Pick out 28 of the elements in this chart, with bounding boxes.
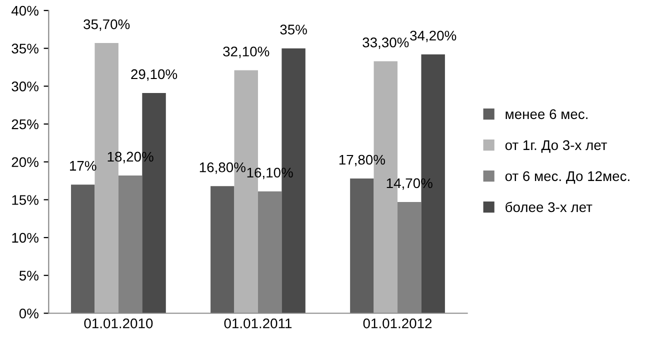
y-tick-label: 25% xyxy=(12,119,38,130)
data-label: 35,70% xyxy=(84,19,130,31)
y-tick-label: 30% xyxy=(12,82,38,92)
legend-label: более 3-х лет xyxy=(506,202,592,212)
bar xyxy=(210,186,234,314)
x-tick-label: 01.01.2011 xyxy=(224,318,292,328)
data-label: 33,30% xyxy=(362,38,409,49)
y-tick-label: 0% xyxy=(19,308,38,318)
legend-label: от 1г. До 3-х лет xyxy=(505,140,608,153)
data-label: 34,20% xyxy=(410,30,456,42)
y-tick-label: 35% xyxy=(12,44,38,54)
data-label: 35% xyxy=(280,24,307,34)
bar xyxy=(71,184,95,314)
y-tick-label: 10% xyxy=(12,232,38,243)
data-label: 29,10% xyxy=(131,69,178,81)
legend-label: менее 6 мес. xyxy=(506,109,588,120)
y-tick-label: 20% xyxy=(12,157,38,168)
data-label: 16,80% xyxy=(200,162,246,174)
x-tick-label: 01.01.2010 xyxy=(84,318,153,328)
y-tick-label: 40% xyxy=(11,6,38,16)
y-tick-label: 15% xyxy=(12,195,38,205)
bar xyxy=(350,178,374,314)
x-tick-label: 01.01.2012 xyxy=(363,318,432,328)
data-label: 17,80% xyxy=(339,154,385,166)
data-label: 32,10% xyxy=(223,46,270,58)
y-tick-label: 5% xyxy=(19,270,38,281)
data-label: 17% xyxy=(70,160,96,171)
legend-label: от 6 мес. До 12мес. xyxy=(505,171,630,184)
